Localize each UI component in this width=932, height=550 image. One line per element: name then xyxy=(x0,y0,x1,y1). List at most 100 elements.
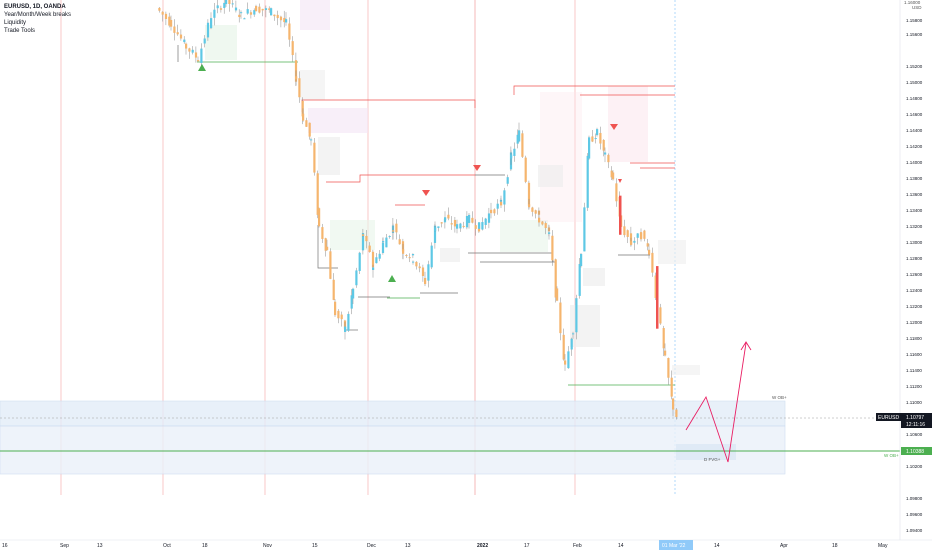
candle-body xyxy=(578,263,581,296)
candle-body xyxy=(183,39,186,43)
candle-body xyxy=(358,252,361,271)
candle-body xyxy=(392,230,395,232)
liquidity-line xyxy=(326,174,475,183)
candle-body xyxy=(572,333,575,335)
time-tick-label: 18 xyxy=(832,543,838,549)
candle-body xyxy=(316,173,319,215)
candle-body xyxy=(500,201,503,206)
candle-body xyxy=(430,245,433,268)
candle-body xyxy=(273,14,276,17)
liquidity-lines xyxy=(177,45,675,386)
candle-body xyxy=(408,257,411,259)
time-ticks: 16 Sep 13 Oct 18 Nov 15 Dec 13 2022 17 Feb 14 14 Apr 18… xyxy=(2,543,888,549)
candle-body xyxy=(234,7,238,11)
price-tick-label: 1.14200 xyxy=(906,144,923,149)
weekly-order-block[interactable] xyxy=(0,400,786,475)
candle-body xyxy=(496,203,499,209)
indicator-item[interactable]: Trade Tools xyxy=(4,28,36,34)
candle-body xyxy=(490,209,493,214)
time-tick-label: Apr xyxy=(780,543,788,549)
candle-body xyxy=(481,222,484,230)
candle-body xyxy=(372,267,375,270)
candle-body xyxy=(321,227,324,239)
candle-body xyxy=(421,267,425,277)
time-tick-label: Sep xyxy=(60,543,69,549)
candle-body xyxy=(633,240,636,243)
candle-body xyxy=(170,19,173,27)
candle-body xyxy=(437,226,440,228)
candle-body xyxy=(675,409,678,417)
candle-body xyxy=(626,230,629,237)
candle-body xyxy=(318,208,321,227)
indicator-item[interactable]: Year/Month/Week breaks xyxy=(4,12,72,18)
candle-body xyxy=(612,172,615,180)
candle-body xyxy=(375,257,378,264)
time-tick-label: 14 xyxy=(618,543,624,549)
candle-body xyxy=(298,78,301,98)
candle-body xyxy=(176,32,179,35)
candle-body xyxy=(332,279,335,300)
candle-body xyxy=(231,3,234,5)
candle-body xyxy=(493,209,496,214)
candle-body xyxy=(599,132,602,144)
candle-body xyxy=(197,60,200,62)
price-tick-label: 1.09400 xyxy=(906,528,923,533)
candle-body xyxy=(672,398,675,410)
time-tick-label: 15 xyxy=(312,543,318,549)
candle-body xyxy=(313,142,316,173)
time-tick-label: May xyxy=(878,543,888,549)
candle-body xyxy=(643,230,646,239)
projection-arrow[interactable] xyxy=(685,341,752,463)
candle-body xyxy=(276,14,279,19)
zone-box xyxy=(570,305,600,347)
zone-box xyxy=(318,137,340,175)
candle-body xyxy=(361,233,365,251)
candle-body xyxy=(362,234,365,236)
price-tick-label: 1.12800 xyxy=(906,256,923,261)
candle-body xyxy=(188,48,191,52)
candle-body xyxy=(575,298,578,333)
zone-box xyxy=(300,70,325,100)
countdown-tag: 12:11:16 xyxy=(906,422,925,428)
candle-body xyxy=(334,301,337,316)
candle-body xyxy=(378,253,381,259)
candle-body xyxy=(516,134,519,144)
candle-body xyxy=(630,241,633,245)
candle-body xyxy=(440,222,443,224)
candle-body xyxy=(656,266,659,329)
candle-body xyxy=(412,261,415,263)
price-tick-label: 1.15800 xyxy=(906,18,923,23)
candle-body xyxy=(411,254,415,256)
candle-body xyxy=(385,237,388,248)
candle-body xyxy=(559,302,562,334)
candle-body xyxy=(659,307,662,324)
candle-body xyxy=(347,313,350,331)
candle-body xyxy=(240,12,243,14)
time-tick-label: 2022 xyxy=(477,543,488,549)
price-tick-label: 1.13400 xyxy=(906,208,923,213)
candle-body xyxy=(158,7,161,11)
indicator-item[interactable]: Liquidity xyxy=(4,20,27,26)
time-tick-label: Dec xyxy=(367,543,376,549)
price-tick-label: 1.10600 xyxy=(906,432,923,437)
candle-body xyxy=(295,76,298,80)
candle-body xyxy=(223,2,226,8)
sell-marker xyxy=(610,124,618,130)
candle-body xyxy=(462,225,465,227)
candle-body xyxy=(164,13,168,19)
candle-body xyxy=(510,154,513,159)
time-tick-label: Feb xyxy=(573,543,582,549)
candle-body xyxy=(326,246,329,250)
candle-body xyxy=(654,275,657,299)
candle-body xyxy=(246,9,249,14)
candle-body xyxy=(459,223,462,229)
price-tick-label: 1.12200 xyxy=(906,304,923,309)
candle-body xyxy=(588,137,591,159)
candle-body xyxy=(365,235,368,242)
candle-body xyxy=(513,148,516,156)
candle-body xyxy=(291,41,294,56)
candle-body xyxy=(206,22,210,38)
candle-body xyxy=(270,8,273,16)
candle-body xyxy=(453,219,457,227)
